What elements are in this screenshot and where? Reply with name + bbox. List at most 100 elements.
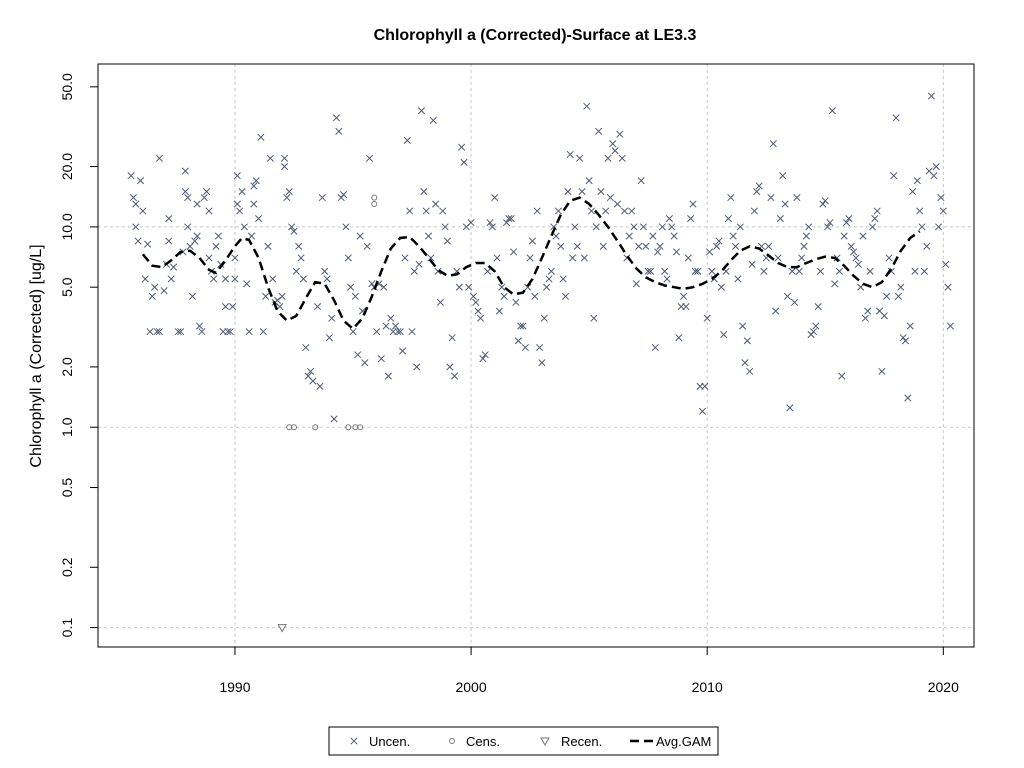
point-uncen-46	[221, 303, 230, 311]
point-uncen-77	[285, 188, 293, 196]
point-uncen-69	[269, 275, 277, 283]
point-uncen-292	[795, 267, 803, 275]
point-uncen-149	[458, 143, 466, 151]
point-uncen-325	[873, 207, 881, 215]
point-uncen-316	[852, 254, 860, 262]
point-uncen-0	[127, 172, 135, 180]
point-uncen-212	[606, 194, 614, 202]
point-uncen-3	[132, 223, 140, 231]
point-uncen-231	[651, 343, 659, 352]
point-uncen-348	[927, 92, 936, 100]
point-uncen-65	[259, 328, 267, 336]
point-uncen-126	[403, 136, 411, 144]
point-uncen-329	[883, 292, 891, 300]
point-uncen-288	[786, 404, 794, 412]
point-uncen-277	[760, 267, 768, 275]
point-uncen-122	[394, 328, 402, 336]
point-uncen-66	[262, 292, 270, 300]
data-points	[127, 92, 954, 633]
point-uncen-117	[382, 322, 390, 330]
point-uncen-354	[942, 260, 950, 268]
point-uncen-33	[195, 322, 204, 330]
point-uncen-271	[746, 367, 754, 375]
point-uncen-86	[306, 367, 315, 375]
point-uncen-5	[136, 177, 145, 185]
point-uncen-285	[779, 172, 787, 180]
point-uncen-88	[314, 303, 322, 311]
y-tick-label-3: 1.0	[59, 417, 75, 437]
point-uncen-11	[151, 283, 159, 291]
point-uncen-6	[139, 207, 147, 215]
point-uncen-201	[580, 254, 588, 262]
point-uncen-182	[535, 343, 544, 352]
point-uncen-68	[266, 154, 274, 162]
point-uncen-268	[739, 322, 747, 330]
point-uncen-125	[401, 254, 409, 262]
point-uncen-205	[590, 314, 598, 322]
point-uncen-193	[561, 292, 570, 300]
point-uncen-284	[776, 215, 784, 223]
point-uncen-238	[668, 223, 676, 231]
point-uncen-234	[658, 223, 666, 231]
point-uncen-204	[587, 207, 596, 215]
point-uncen-34	[198, 328, 206, 336]
point-uncen-161	[486, 219, 494, 227]
point-uncen-171	[510, 248, 518, 256]
point-uncen-299	[812, 322, 820, 330]
point-uncen-32	[193, 200, 201, 208]
point-uncen-36	[203, 188, 211, 196]
point-uncen-93	[325, 334, 333, 342]
point-uncen-155	[472, 298, 480, 306]
point-uncen-343	[916, 207, 924, 215]
point-uncen-60	[250, 200, 258, 208]
point-uncen-179	[528, 237, 537, 245]
point-uncen-121	[391, 322, 400, 330]
point-uncen-135	[425, 232, 433, 240]
point-uncen-218	[620, 207, 629, 215]
point-uncen-349	[930, 172, 938, 180]
point-uncen-167	[500, 292, 508, 300]
point-uncen-222	[630, 223, 638, 231]
point-uncen-96	[332, 114, 341, 122]
point-uncen-208	[597, 188, 605, 196]
point-uncen-87	[309, 377, 317, 385]
point-uncen-270	[743, 337, 751, 345]
point-uncen-199	[576, 154, 584, 162]
point-uncen-228	[644, 267, 652, 275]
legend-label-1: Cens.	[466, 734, 500, 749]
point-uncen-200	[578, 188, 586, 196]
point-uncen-56	[240, 223, 248, 231]
point-uncen-334	[894, 292, 902, 300]
point-uncen-137	[429, 116, 437, 124]
point-uncen-110	[365, 154, 374, 162]
point-uncen-243	[680, 292, 688, 300]
y-tick-label-5: 5.0	[59, 277, 75, 297]
point-uncen-144	[446, 363, 454, 371]
point-uncen-142	[441, 223, 449, 231]
point-uncen-303	[821, 197, 829, 205]
point-uncen-119	[387, 314, 395, 322]
point-uncen-57	[243, 280, 251, 288]
point-uncen-244	[682, 303, 690, 311]
point-uncen-356	[946, 322, 954, 330]
point-uncen-75	[280, 154, 289, 162]
point-uncen-232	[654, 248, 662, 256]
point-uncen-64	[257, 133, 265, 141]
gam-line	[141, 196, 921, 331]
point-uncen-330	[885, 254, 893, 262]
point-uncen-207	[595, 127, 603, 135]
legend-symbol-cens	[449, 738, 455, 744]
point-uncen-355	[944, 283, 952, 291]
point-uncen-157	[476, 314, 485, 322]
point-uncen-293	[798, 254, 806, 262]
y-tick-label-6: 10.0	[59, 213, 75, 240]
point-uncen-254	[705, 248, 714, 256]
point-uncen-133	[420, 188, 428, 196]
avg-gam-line	[141, 196, 921, 331]
point-uncen-336	[899, 334, 907, 342]
point-uncen-154	[469, 292, 477, 300]
point-uncen-323	[868, 223, 877, 231]
point-uncen-17	[165, 215, 173, 223]
point-uncen-166	[498, 283, 506, 291]
